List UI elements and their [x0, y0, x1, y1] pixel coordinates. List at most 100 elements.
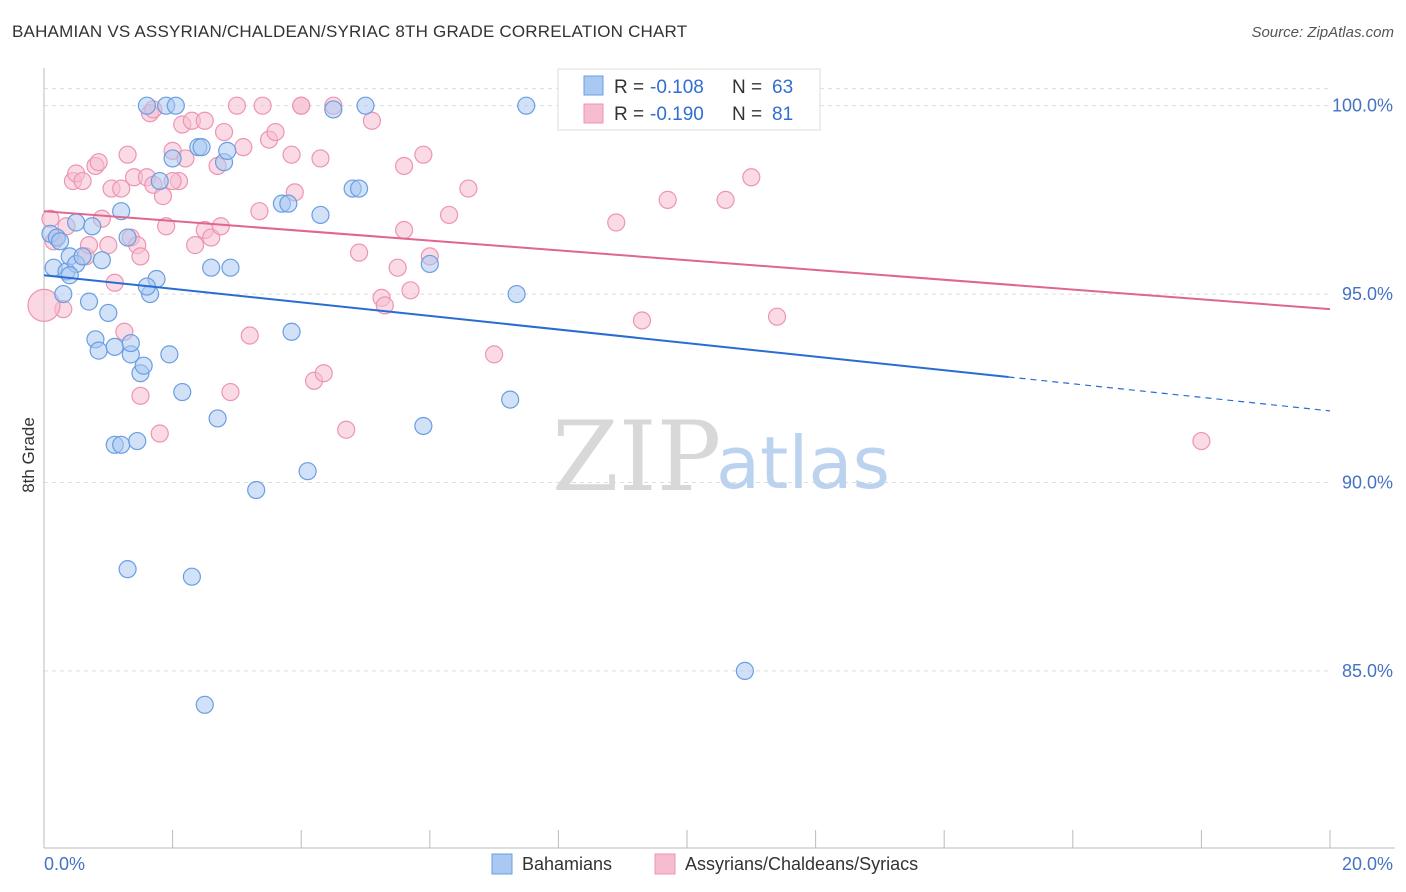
point-bahamians — [83, 217, 102, 236]
point-assyrians — [632, 311, 652, 330]
legend-n-label-2: N = — [732, 104, 762, 125]
point-bahamians — [118, 560, 137, 579]
point-assyrians — [607, 213, 626, 232]
chart-title: BAHAMIAN VS ASSYRIAN/CHALDEAN/SYRIAC 8TH… — [12, 22, 688, 41]
point-bahamians — [134, 356, 153, 375]
point-bahamians — [118, 228, 137, 247]
point-assyrians — [375, 296, 394, 315]
grid-lines — [44, 88, 1330, 672]
point-assyrians — [394, 156, 414, 176]
point-assyrians — [349, 243, 369, 262]
y-tick-labels: 85.0% 90.0% 95.0% 100.0% — [1332, 96, 1393, 681]
point-assyrians — [73, 171, 92, 191]
point-assyrians — [1192, 431, 1211, 451]
point-assyrians — [131, 386, 150, 405]
point-assyrians — [195, 111, 214, 130]
point-bahamians — [324, 100, 343, 119]
point-assyrians — [227, 96, 246, 115]
legend-n-value-1: 63 — [772, 77, 793, 98]
point-bahamians — [166, 96, 185, 115]
y-tick-label: 90.0% — [1342, 472, 1393, 492]
point-assyrians — [89, 153, 108, 172]
point-bahamians — [202, 258, 221, 277]
y-tick-label: 95.0% — [1342, 284, 1393, 304]
point-assyrians — [362, 111, 382, 130]
chart-source: Source: ZipAtlas.com — [1251, 24, 1394, 41]
legend-swatch-assyrians — [583, 103, 604, 124]
point-bahamians — [137, 96, 156, 115]
point-assyrians — [716, 190, 735, 209]
x-tick-labels: 0.0% 20.0% — [44, 854, 1393, 874]
point-bahamians — [121, 333, 140, 353]
point-assyrians — [150, 424, 169, 443]
axes — [43, 68, 1395, 849]
point-assyrians — [253, 96, 272, 115]
point-bahamians — [501, 390, 520, 409]
point-assyrians — [394, 220, 414, 240]
point-bahamians — [192, 138, 211, 157]
point-assyrians — [250, 202, 269, 221]
trend-line-assyrians — [43, 210, 1331, 311]
point-bahamians — [182, 567, 201, 586]
series-legend: Bahamians Assyrians/Chaldeans/Syriacs — [491, 853, 918, 875]
point-bahamians — [356, 96, 375, 115]
point-assyrians — [311, 149, 330, 168]
point-assyrians — [337, 420, 356, 439]
point-bahamians — [221, 258, 240, 277]
series-bahamians-points — [41, 96, 754, 714]
point-bahamians — [112, 435, 131, 454]
legend-r-value-2: -0.190 — [650, 104, 704, 125]
legend-r-label-1: R = — [614, 77, 644, 98]
point-assyrians — [414, 145, 433, 164]
y-axis-label: 8th Grade — [19, 417, 38, 493]
trend-line-bahamians — [43, 274, 1009, 378]
point-bahamians — [73, 247, 92, 266]
point-bahamians — [735, 661, 754, 680]
point-assyrians — [112, 179, 131, 198]
point-assyrians — [118, 145, 137, 164]
point-assyrians — [767, 307, 787, 326]
point-bahamians — [298, 462, 317, 481]
point-bahamians — [208, 409, 227, 428]
point-assyrians — [459, 179, 478, 198]
point-bahamians — [160, 345, 179, 364]
point-bahamians — [420, 254, 439, 274]
watermark: ZIP atlas — [552, 401, 890, 513]
point-assyrians — [157, 217, 176, 236]
point-bahamians — [60, 266, 79, 285]
point-assyrians — [131, 247, 150, 266]
point-bahamians — [112, 202, 131, 221]
stats-legend: R = -0.108 N = 63 R = -0.190 N = 81 — [557, 68, 821, 131]
x-tick-label-max: 20.0% — [1342, 854, 1393, 874]
point-bahamians — [54, 284, 73, 304]
point-bahamians — [92, 251, 111, 270]
legend-r-value-1: -0.108 — [650, 77, 704, 98]
point-bahamians — [414, 416, 433, 436]
point-assyrians — [742, 168, 761, 187]
watermark-zip: ZIP — [552, 401, 721, 513]
point-bahamians — [517, 96, 536, 115]
bottom-legend-label-assyrians: Assyrians/Chaldeans/Syriacs — [685, 854, 918, 874]
point-assyrians — [221, 382, 240, 402]
bottom-legend-label-bahamians: Bahamians — [522, 854, 612, 874]
point-bahamians — [282, 322, 301, 341]
point-bahamians — [218, 141, 237, 160]
point-assyrians — [240, 326, 259, 345]
point-bahamians — [67, 213, 86, 232]
legend-n-value-2: 81 — [772, 104, 793, 125]
point-bahamians — [105, 337, 124, 356]
point-assyrians — [282, 145, 301, 164]
point-assyrians — [485, 345, 504, 364]
point-bahamians — [349, 179, 369, 198]
point-bahamians — [99, 303, 118, 323]
point-bahamians — [279, 194, 298, 213]
point-assyrians — [234, 138, 253, 157]
legend-r-label-2: R = — [614, 104, 644, 125]
bottom-legend-swatch-bahamians — [491, 853, 513, 875]
y-tick-label: 100.0% — [1332, 96, 1393, 116]
point-assyrians — [658, 190, 677, 209]
point-bahamians — [89, 341, 108, 360]
y-tick-label: 85.0% — [1342, 661, 1393, 681]
point-assyrians — [439, 205, 459, 225]
